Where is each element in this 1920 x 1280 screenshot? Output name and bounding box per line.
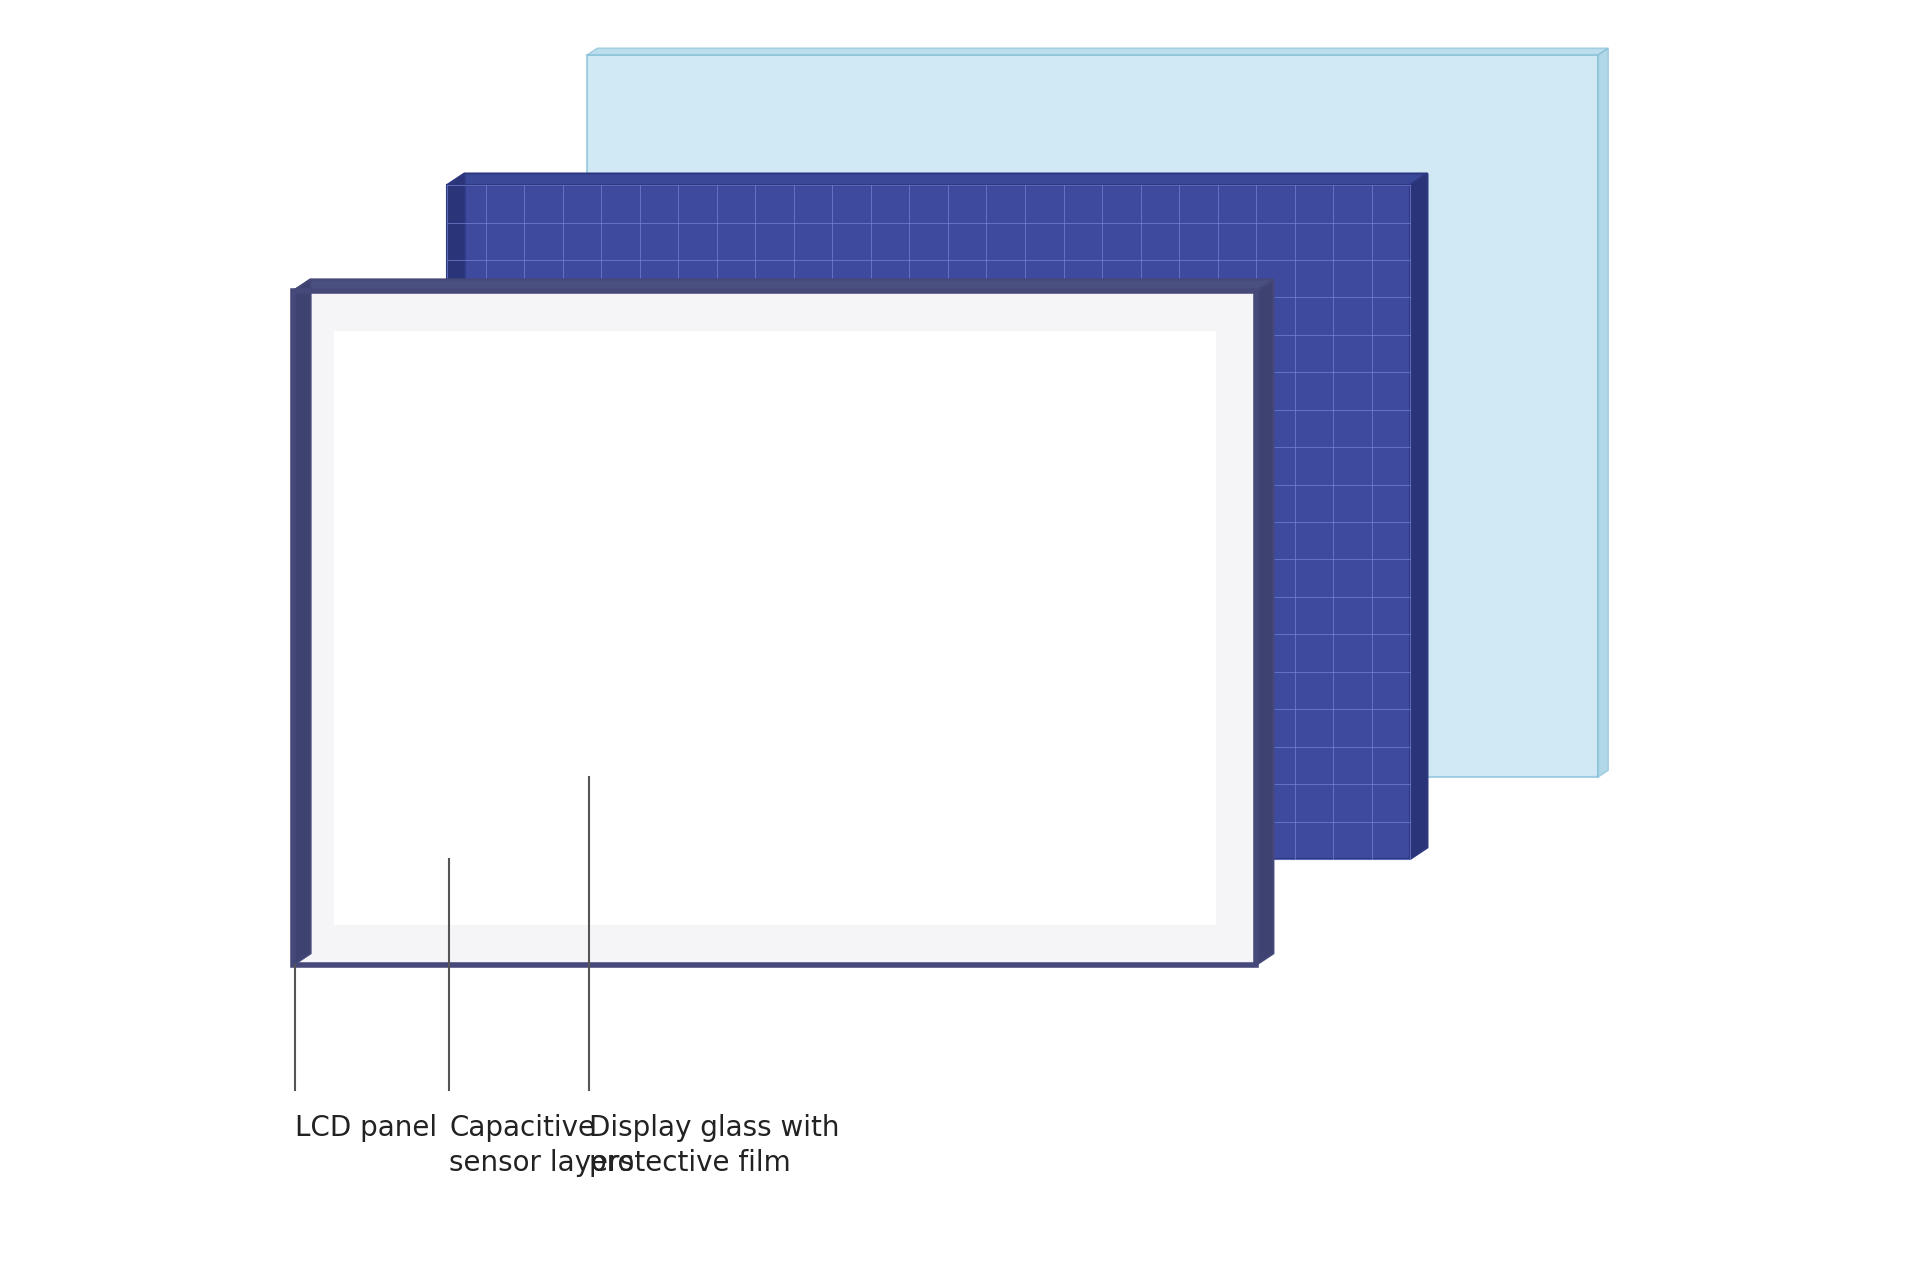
- Polygon shape: [1597, 49, 1609, 777]
- Polygon shape: [294, 279, 311, 965]
- Polygon shape: [294, 291, 1256, 965]
- Polygon shape: [447, 174, 1427, 186]
- Text: Capacitive
sensor layers: Capacitive sensor layers: [449, 1114, 634, 1176]
- Polygon shape: [1409, 174, 1427, 859]
- Polygon shape: [588, 55, 1597, 777]
- Polygon shape: [294, 279, 1273, 291]
- Text: Display glass with
protective film: Display glass with protective film: [589, 1114, 839, 1176]
- Polygon shape: [447, 174, 465, 859]
- Polygon shape: [588, 49, 1609, 55]
- Polygon shape: [334, 332, 1215, 924]
- Text: LCD panel: LCD panel: [296, 1114, 438, 1142]
- Polygon shape: [447, 186, 1409, 859]
- Polygon shape: [1256, 279, 1273, 965]
